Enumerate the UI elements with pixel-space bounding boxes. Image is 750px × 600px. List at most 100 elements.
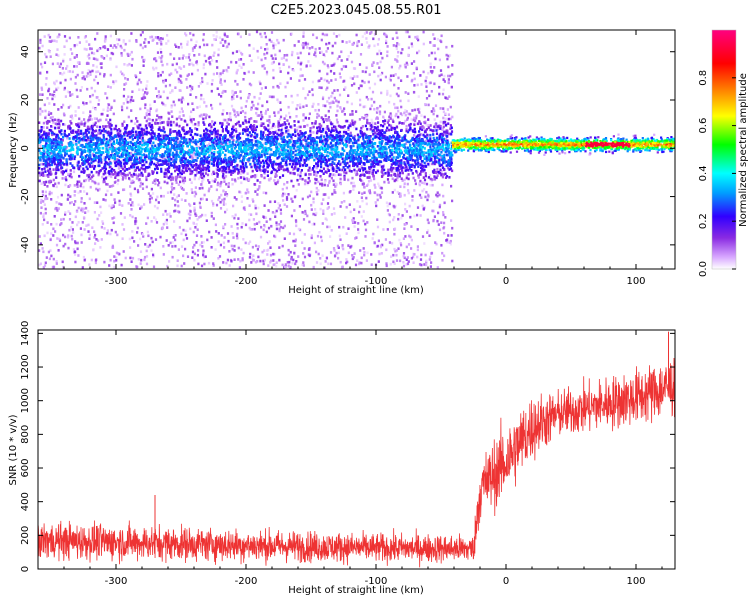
heatmap-cell xyxy=(89,70,92,74)
heatmap-cell xyxy=(426,161,429,164)
heatmap-cell xyxy=(57,249,60,252)
heatmap-cell xyxy=(442,107,445,110)
heatmap-cell xyxy=(40,162,43,166)
heatmap-cell xyxy=(237,32,240,36)
heatmap-cell xyxy=(98,118,101,122)
heatmap-cell xyxy=(119,44,122,48)
heatmap-cell xyxy=(143,116,147,119)
heatmap-cell xyxy=(74,75,77,79)
heatmap-cell xyxy=(74,253,77,256)
heatmap-cell xyxy=(388,220,391,224)
heatmap-cell xyxy=(59,159,62,163)
heatmap-cell xyxy=(268,240,271,243)
heatmap-cell xyxy=(179,171,182,175)
heatmap-cell xyxy=(406,75,409,78)
heatmap-cell xyxy=(154,238,158,241)
heatmap-cell xyxy=(252,159,255,163)
heatmap-cell xyxy=(219,80,222,83)
heatmap-cell xyxy=(395,259,399,262)
heatmap-cell xyxy=(426,198,429,202)
heatmap-cell xyxy=(432,209,435,213)
heatmap-cell xyxy=(415,114,418,118)
heatmap-cell xyxy=(329,235,332,238)
heatmap-cell xyxy=(216,66,219,69)
heatmap-cell xyxy=(413,189,416,192)
heatmap-cell xyxy=(261,250,264,254)
heatmap-cell xyxy=(91,175,94,179)
heatmap-cell xyxy=(148,124,151,127)
heatmap-cell xyxy=(222,200,225,204)
heatmap-cell xyxy=(269,200,272,204)
heatmap-cell xyxy=(85,102,88,105)
heatmap-cell xyxy=(397,94,400,98)
heatmap-cell xyxy=(333,188,336,192)
heatmap-cell xyxy=(373,183,376,187)
heatmap-cell xyxy=(121,108,124,112)
heatmap-cell xyxy=(270,40,273,43)
heatmap-cell xyxy=(74,114,77,117)
heatmap-cell xyxy=(115,160,118,164)
heatmap-cell xyxy=(162,90,165,94)
heatmap-cell xyxy=(102,45,105,49)
heatmap-cell xyxy=(433,37,436,40)
heatmap-cell xyxy=(144,103,147,106)
heatmap-cell xyxy=(421,235,425,238)
heatmap-cell xyxy=(326,86,329,90)
heatmap-cell xyxy=(48,190,51,194)
heatmap-cell xyxy=(401,214,404,217)
heatmap-cell xyxy=(232,204,235,208)
heatmap-cell xyxy=(318,122,321,126)
heatmap-cell xyxy=(107,130,110,134)
heatmap-cell xyxy=(309,127,312,130)
heatmap-cell xyxy=(212,264,215,267)
heatmap-cell xyxy=(172,100,175,104)
heatmap-cell xyxy=(318,86,321,89)
heatmap-cell xyxy=(433,146,436,150)
heatmap-cell xyxy=(345,145,348,149)
heatmap-cell xyxy=(117,167,120,170)
heatmap-cell xyxy=(199,215,202,218)
heatmap-cell xyxy=(244,191,247,195)
heatmap-cell xyxy=(277,41,280,45)
heatmap-cell xyxy=(89,100,92,104)
heatmap-cell xyxy=(55,185,58,189)
heatmap-cell xyxy=(242,251,245,255)
heatmap-cell xyxy=(418,183,421,187)
heatmap-cell xyxy=(202,113,206,116)
heatmap-cell xyxy=(446,166,450,170)
heatmap-cell xyxy=(260,113,263,117)
heatmap-cell xyxy=(167,117,170,121)
heatmap-cell xyxy=(39,211,42,215)
heatmap-cell xyxy=(239,172,242,175)
heatmap-cell xyxy=(90,138,93,141)
heatmap-cell xyxy=(402,237,405,240)
heatmap-cell xyxy=(207,161,210,165)
heatmap-cell xyxy=(95,134,98,137)
heatmap-cell xyxy=(194,155,197,158)
heatmap-cell xyxy=(135,117,138,120)
heatmap-cell xyxy=(377,182,380,186)
heatmap-cell xyxy=(43,61,47,64)
heatmap-cell xyxy=(333,167,336,171)
heatmap-cell xyxy=(243,71,246,75)
heatmap-cell xyxy=(295,260,298,263)
heatmap-cell xyxy=(195,168,198,172)
heatmap-cell xyxy=(54,230,57,233)
heatmap-cell xyxy=(251,169,254,173)
heatmap-cell xyxy=(402,261,405,264)
heatmap-cell xyxy=(366,221,369,224)
heatmap-cell xyxy=(353,134,356,138)
heatmap-cell xyxy=(94,181,97,185)
heatmap-cell xyxy=(385,262,388,265)
heatmap-cell xyxy=(145,160,148,164)
heatmap-cell xyxy=(236,121,239,125)
heatmap-cell xyxy=(122,228,126,231)
heatmap-cell xyxy=(129,192,132,196)
heatmap-cell xyxy=(164,79,167,82)
heatmap-cell xyxy=(396,60,399,63)
heatmap-cell xyxy=(50,198,53,201)
heatmap-cell xyxy=(123,88,126,91)
heatmap-cell xyxy=(331,156,334,159)
heatmap-cell xyxy=(376,125,379,129)
heatmap-cell xyxy=(112,221,115,225)
